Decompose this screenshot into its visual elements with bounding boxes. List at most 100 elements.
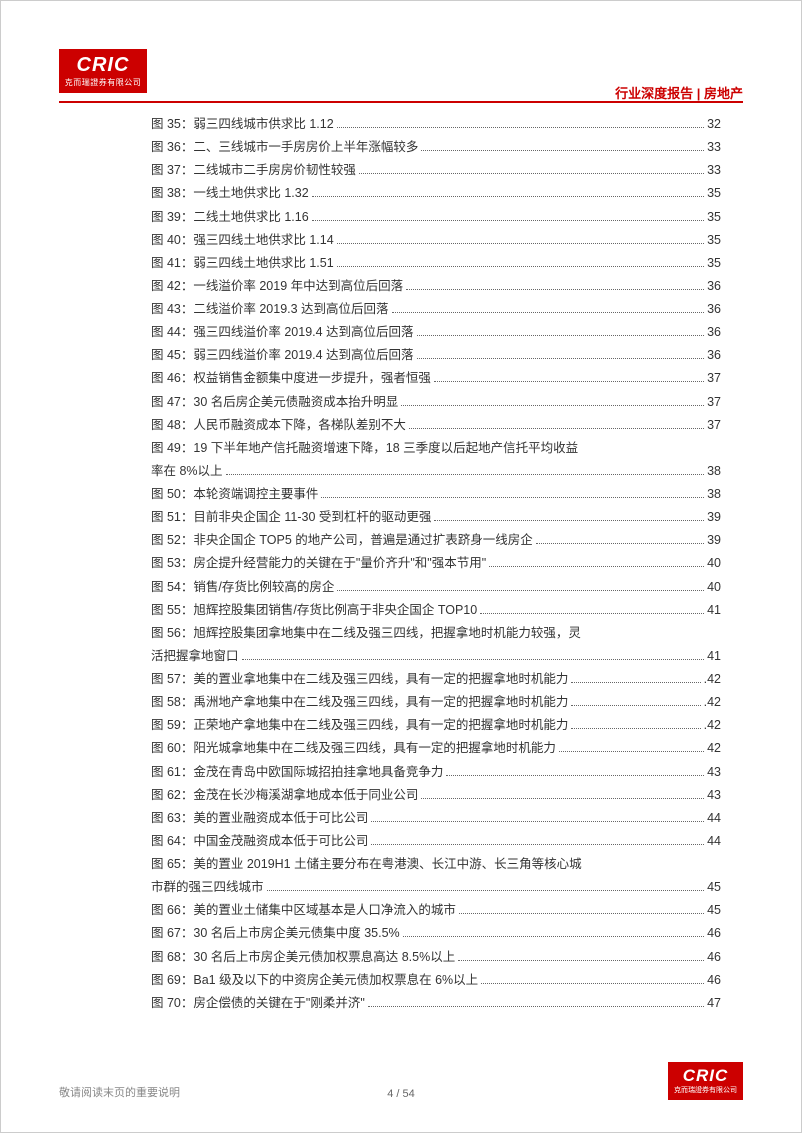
logo-bottom-big: CRIC: [683, 1067, 729, 1084]
toc-label: 图 36：二、三线城市一手房房价上半年涨幅较多: [151, 136, 418, 159]
toc-label: 图 58：禹洲地产拿地集中在二线及强三四线，具有一定的把握拿地时机能力: [151, 691, 568, 714]
toc-label: 图 51：目前非央企国企 11-30 受到杠杆的驱动更强: [151, 506, 431, 529]
toc-label: 图 35：弱三四线城市供求比 1.12: [151, 113, 334, 136]
toc-entry: 图 44：强三四线溢价率 2019.4 达到高位后回落36: [151, 321, 721, 344]
header-category: 行业深度报告 | 房地产: [615, 83, 743, 102]
toc-page: .42: [704, 691, 721, 714]
toc-leader-dots: [337, 243, 704, 244]
toc-page: 44: [707, 807, 721, 830]
toc-label: 图 50：本轮资端调控主要事件: [151, 483, 318, 506]
header-divider: [59, 101, 743, 103]
toc-page: 36: [707, 344, 721, 367]
toc-entry: 图 42：一线溢价率 2019 年中达到高位后回落36: [151, 275, 721, 298]
toc-entry: 图 47：30 名后房企美元债融资成本抬升明显 37: [151, 391, 721, 414]
toc-entry: 图 65：美的置业 2019H1 土储主要分布在粤港澳、长江中游、长三角等核心城…: [151, 853, 721, 899]
toc-page: 32: [707, 113, 721, 136]
toc-entry: 图 41：弱三四线土地供求比 1.5135: [151, 252, 721, 275]
toc-page: 37: [707, 391, 721, 414]
toc-leader-dots: [242, 659, 705, 660]
toc-page: 33: [707, 136, 721, 159]
toc-leader-dots: [337, 127, 704, 128]
toc-leader-dots: [458, 960, 704, 961]
toc-leader-dots: [571, 705, 700, 706]
toc-label: 图 47：30 名后房企美元债融资成本抬升明显: [151, 391, 398, 414]
toc-leader-dots: [406, 289, 704, 290]
toc-label: 图 61：金茂在青岛中欧国际城招拍挂拿地具备竞争力: [151, 761, 443, 784]
toc-page: 43: [707, 784, 721, 807]
toc-page: 46: [707, 946, 721, 969]
toc-label: 图 68：30 名后上市房企美元债加权票息高达 8.5%以上: [151, 946, 455, 969]
toc-page: 35: [707, 206, 721, 229]
toc-entry: 图 35：弱三四线城市供求比 1.12 32: [151, 113, 721, 136]
toc-entry: 图 59：正荣地产拿地集中在二线及强三四线，具有一定的把握拿地时机能力.42: [151, 714, 721, 737]
toc-page: 44: [707, 830, 721, 853]
toc-leader-dots: [226, 474, 705, 475]
toc-label: 市群的强三四线城市: [151, 876, 264, 899]
toc-page: .42: [704, 668, 721, 691]
toc-entry: 图 52：非央企国企 TOP5 的地产公司，普遍是通过扩表跻身一线房企39: [151, 529, 721, 552]
toc-leader-dots: [321, 497, 704, 498]
toc-leader-dots: [559, 751, 704, 752]
toc-page: 41: [707, 599, 721, 622]
toc-entry: 图 54：销售/存货比例较高的房企 40: [151, 576, 721, 599]
toc-entry: 图 49：19 下半年地产信托融资增速下降，18 三季度以后起地产信托平均收益率…: [151, 437, 721, 483]
toc-label: 图 45：弱三四线溢价率 2019.4 达到高位后回落: [151, 344, 414, 367]
toc-entry: 图 60：阳光城拿地集中在二线及强三四线，具有一定的把握拿地时机能力42: [151, 737, 721, 760]
toc-page: 38: [707, 483, 721, 506]
toc-leader-dots: [481, 983, 704, 984]
toc-label: 图 40：强三四线土地供求比 1.14: [151, 229, 334, 252]
toc-leader-dots: [446, 775, 704, 776]
toc-page: 45: [707, 899, 721, 922]
footer-disclaimer: 敬请阅读末页的重要说明: [59, 1084, 180, 1100]
toc-label: 图 48：人民币融资成本下降，各梯队差别不大: [151, 414, 406, 437]
toc-entry: 图 56：旭辉控股集团拿地集中在二线及强三四线，把握拿地时机能力较强，灵活把握拿…: [151, 622, 721, 668]
toc-page: 40: [707, 576, 721, 599]
toc-leader-dots: [337, 266, 704, 267]
toc-entry: 图 46：权益销售金额集中度进一步提升，强者恒强37: [151, 367, 721, 390]
toc-leader-dots: [421, 798, 704, 799]
logo-text-big: CRIC: [77, 55, 130, 75]
toc-entry: 图 40：强三四线土地供求比 1.14 35: [151, 229, 721, 252]
logo-top: CRIC 克而瑞證券有限公司: [59, 49, 147, 93]
toc-entry: 图 38：一线土地供求比 1.3235: [151, 182, 721, 205]
toc-page: 35: [707, 252, 721, 275]
toc-label: 图 37：二线城市二手房房价韧性较强: [151, 159, 356, 182]
toc-page: 39: [707, 506, 721, 529]
toc-leader-dots: [337, 590, 704, 591]
toc-leader-dots: [409, 428, 704, 429]
toc-label: 图 49：19 下半年地产信托融资增速下降，18 三季度以后起地产信托平均收益: [151, 437, 721, 460]
toc-page: 47: [707, 992, 721, 1015]
toc-label: 图 63：美的置业融资成本低于可比公司: [151, 807, 368, 830]
toc-leader-dots: [434, 520, 704, 521]
toc-label: 图 53：房企提升经营能力的关键在于"量价齐升"和"强本节用": [151, 552, 486, 575]
toc-label: 活把握拿地窗口: [151, 645, 239, 668]
footer-page-number: 4 / 54: [387, 1088, 415, 1100]
toc-entry: 图 55：旭辉控股集团销售/存货比例高于非央企国企 TOP1041: [151, 599, 721, 622]
toc-entry: 图 68：30 名后上市房企美元债加权票息高达 8.5%以上 46: [151, 946, 721, 969]
toc-label: 图 54：销售/存货比例较高的房企: [151, 576, 334, 599]
toc-entry: 图 37：二线城市二手房房价韧性较强 33: [151, 159, 721, 182]
footer: 敬请阅读末页的重要说明 4 / 54 CRIC 克而瑞證券有限公司: [59, 1062, 743, 1100]
toc-entry: 图 50：本轮资端调控主要事件 38: [151, 483, 721, 506]
toc-page: 38: [707, 460, 721, 483]
toc-leader-dots: [403, 936, 704, 937]
toc-page: 33: [707, 159, 721, 182]
toc-entry: 图 62：金茂在长沙梅溪湖拿地成本低于同业公司 43: [151, 784, 721, 807]
toc-label: 图 69：Ba1 级及以下的中资房企美元债加权票息在 6%以上: [151, 969, 478, 992]
toc-leader-dots: [359, 173, 704, 174]
toc-label: 图 62：金茂在长沙梅溪湖拿地成本低于同业公司: [151, 784, 418, 807]
toc-label: 图 39：二线土地供求比 1.16: [151, 206, 309, 229]
toc-page: 36: [707, 298, 721, 321]
toc-entry: 图 63：美的置业融资成本低于可比公司 44: [151, 807, 721, 830]
toc-entry: 图 53：房企提升经营能力的关键在于"量价齐升"和"强本节用"40: [151, 552, 721, 575]
toc-label: 图 56：旭辉控股集团拿地集中在二线及强三四线，把握拿地时机能力较强，灵: [151, 622, 721, 645]
toc-page: 42: [707, 737, 721, 760]
toc-label: 图 59：正荣地产拿地集中在二线及强三四线，具有一定的把握拿地时机能力: [151, 714, 568, 737]
toc-leader-dots: [434, 381, 704, 382]
toc-label: 率在 8%以上: [151, 460, 223, 483]
toc-page: 46: [707, 969, 721, 992]
toc-entry: 图 57：美的置业拿地集中在二线及强三四线，具有一定的把握拿地时机能力.42: [151, 668, 721, 691]
toc-page: 35: [707, 229, 721, 252]
toc-leader-dots: [417, 335, 705, 336]
toc-leader-dots: [417, 358, 705, 359]
